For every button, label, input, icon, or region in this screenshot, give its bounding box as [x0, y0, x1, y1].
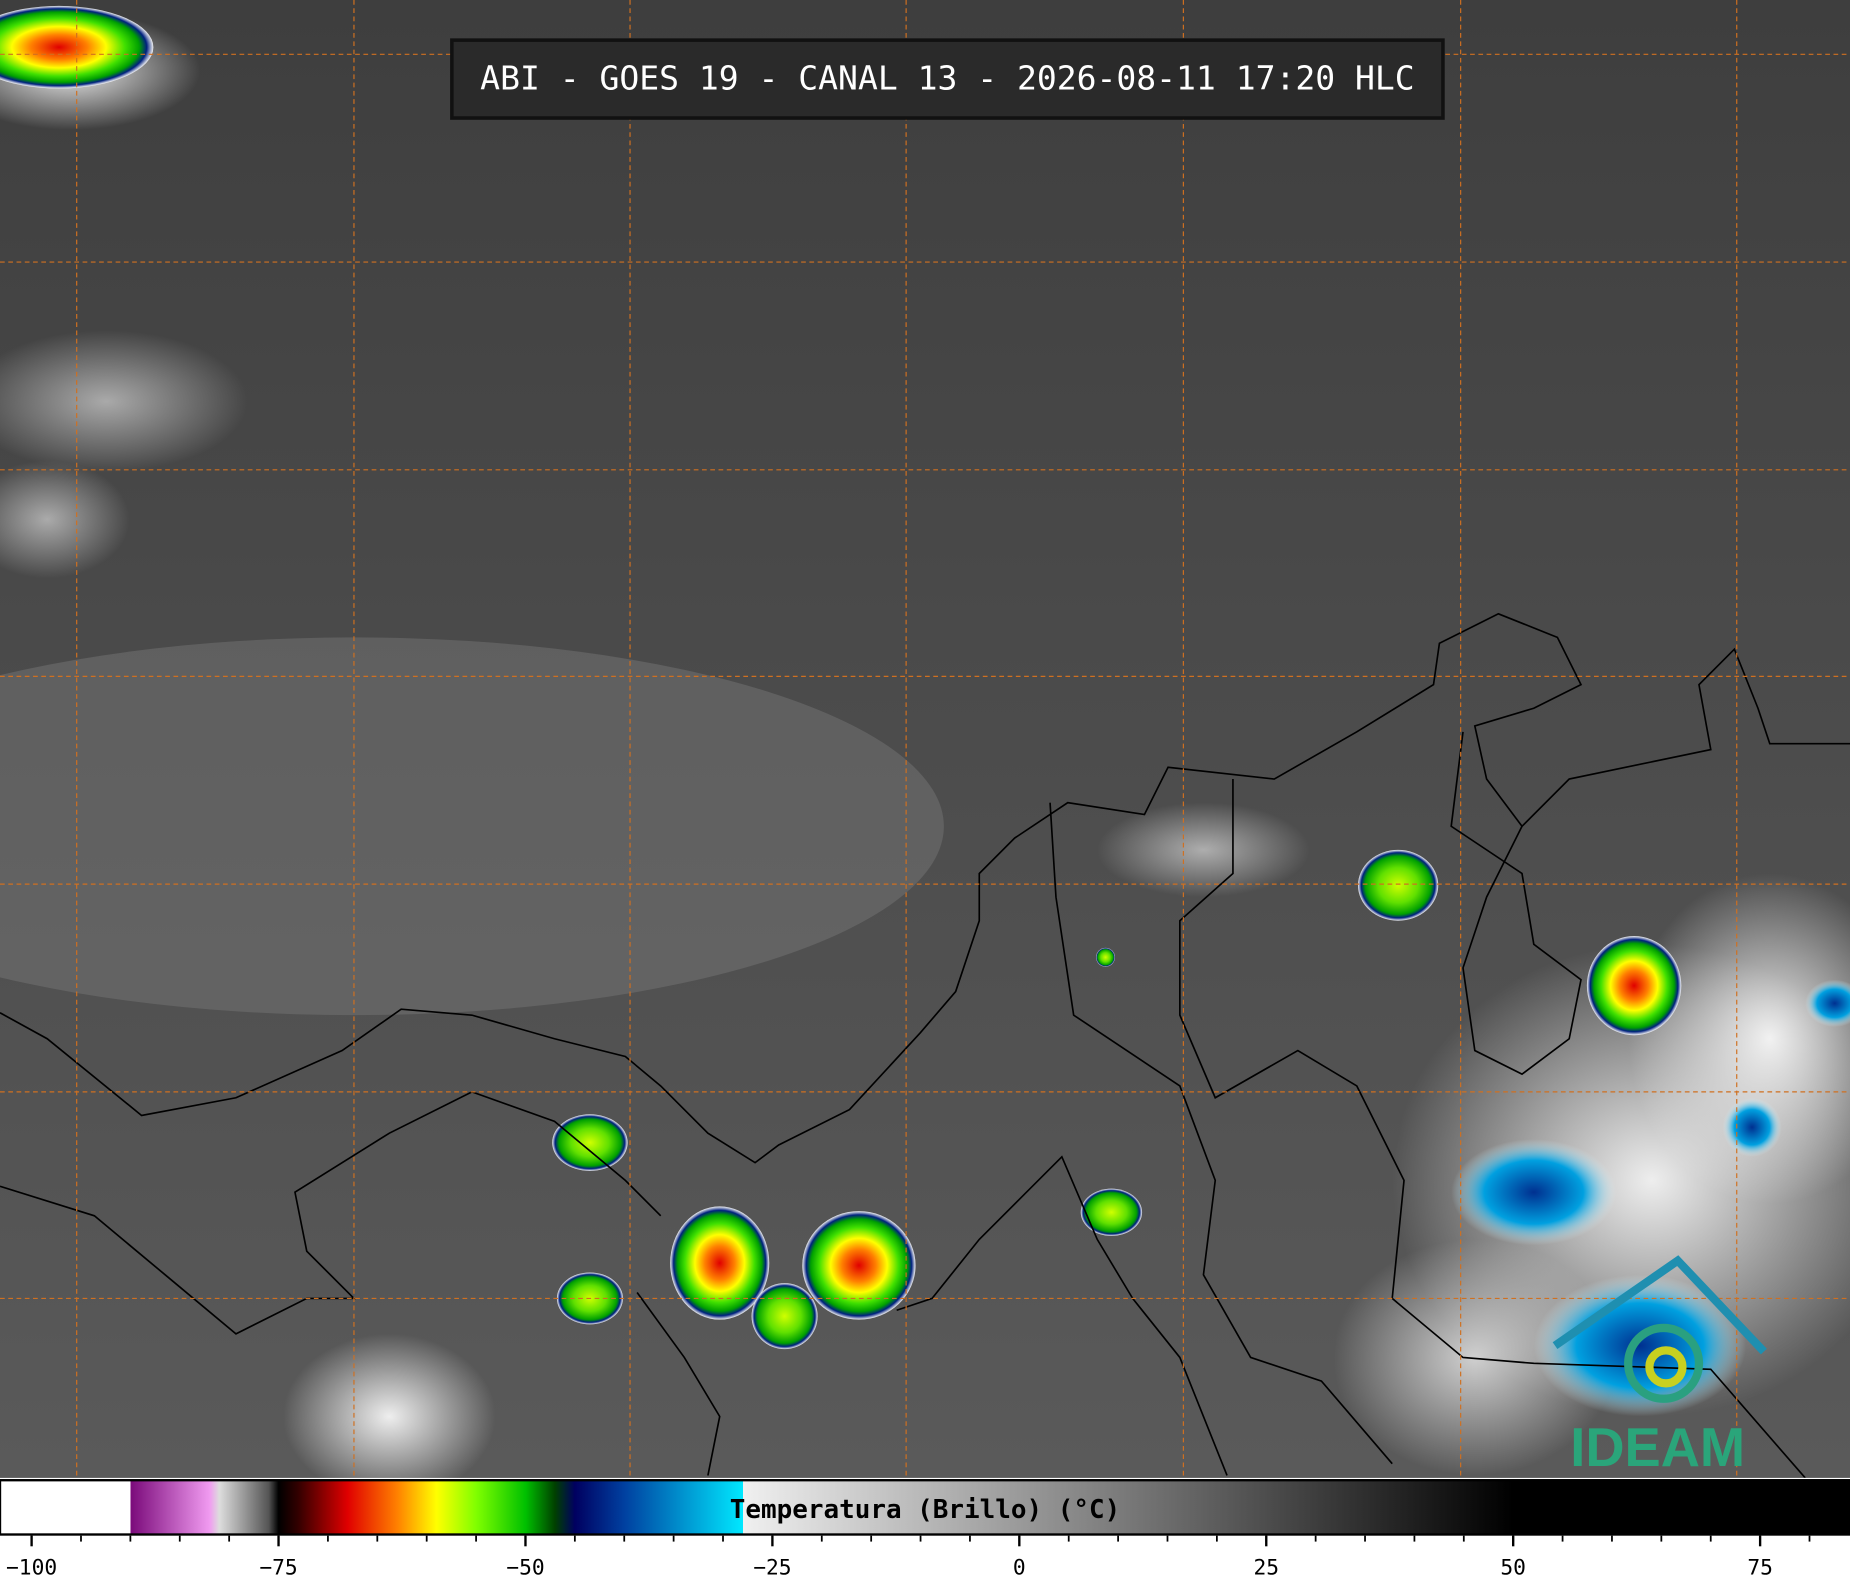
colorbar-label: Temperatura (Brillo) (°C) — [730, 1495, 1121, 1525]
tick-label: −50 — [506, 1556, 544, 1577]
title: ABI - GOES 19 - CANAL 13 - 2026-08-11 17… — [480, 59, 1414, 98]
tick-label: −75 — [259, 1556, 297, 1577]
tick-label: 50 — [1500, 1556, 1526, 1577]
storms — [0, 5, 1682, 1350]
title-box — [450, 38, 1445, 120]
tick-label: 25 — [1253, 1556, 1279, 1577]
colorbar — [0, 1479, 1850, 1536]
logo-text: IDEAM — [1570, 1417, 1745, 1478]
logo-mark — [1552, 1255, 1767, 1403]
tick-label: −25 — [753, 1556, 791, 1577]
tick-label: −100 — [6, 1556, 57, 1577]
coastlines — [0, 612, 1850, 1479]
tick-label: 0 — [1013, 1556, 1026, 1577]
haze — [0, 637, 944, 1016]
tick-label: 75 — [1747, 1556, 1773, 1577]
